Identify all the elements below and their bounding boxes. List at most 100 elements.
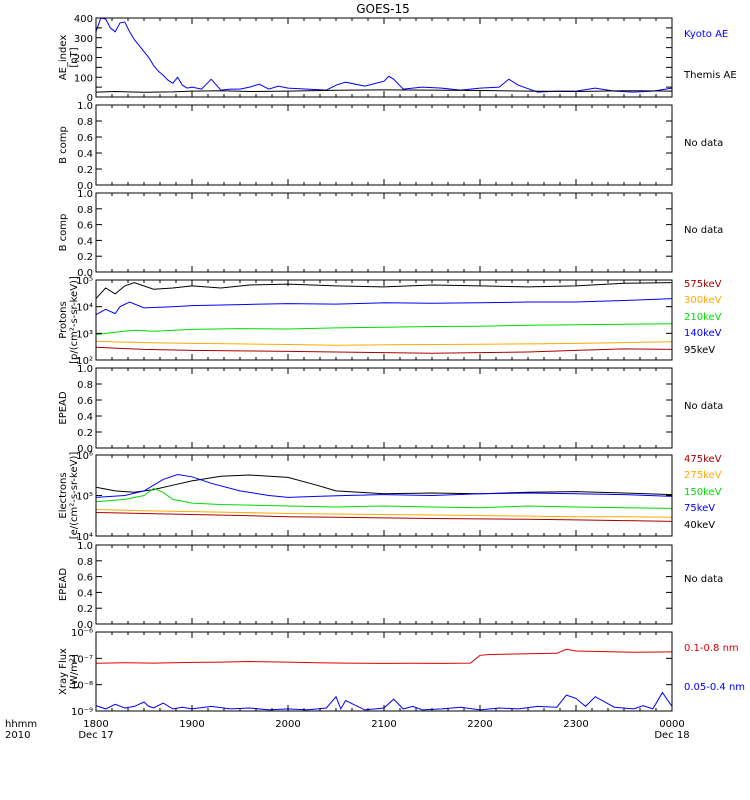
- side-label: 40keV: [684, 520, 715, 531]
- x-tick-label: 2200: [467, 719, 492, 730]
- series-line-protons-4: [95, 346, 673, 354]
- y-tick-label: 0: [87, 93, 93, 104]
- y-tick-label: 0.4: [77, 588, 93, 599]
- x-tick-label: 0000: [659, 719, 684, 730]
- side-label: 95keV: [684, 345, 715, 356]
- y-tick-label: 0.8: [77, 117, 93, 128]
- side-label: 75keV: [684, 503, 715, 514]
- y-tick-label: 0.0: [77, 620, 93, 631]
- y-tick-label: 0.6: [77, 221, 93, 232]
- side-label: No data: [684, 225, 723, 236]
- y-axis-label: Protons: [58, 301, 69, 338]
- y-tick-label: 0.6: [77, 133, 93, 144]
- series-line-protons-3: [95, 340, 673, 346]
- x-tick-label: 2100: [371, 719, 396, 730]
- series-line-electrons-2: [95, 487, 673, 509]
- hhmm-label: hhmm: [5, 719, 37, 730]
- y-tick-label: 0.6: [77, 573, 93, 584]
- panel-frame: [95, 367, 673, 449]
- side-label: No data: [684, 574, 723, 585]
- series-line-protons-1: [95, 298, 673, 316]
- panel-protons: 10² 10³ 10⁴ 10⁵ Protons [p/(cm²-s-sr-keV)] 575…: [58, 276, 722, 367]
- y-tick-label: 0.4: [77, 412, 93, 423]
- x-tick-label: 2000: [275, 719, 300, 730]
- y-axis-label: AE_index: [58, 35, 69, 81]
- y-tick-label: 10²: [76, 356, 93, 367]
- y-tick-label: 200: [74, 54, 93, 65]
- y-tick-label: 10⁻⁸: [71, 681, 93, 692]
- y-tick-label: 0.2: [77, 165, 93, 176]
- side-label: No data: [684, 401, 723, 412]
- y-tick-label: 300: [74, 34, 93, 45]
- panel-frame: [95, 631, 673, 712]
- series-line-xray-1: [95, 691, 673, 711]
- x-tick-label: 1800: [83, 719, 108, 730]
- y-tick-label: 10⁵: [76, 492, 93, 503]
- panel-frame: [95, 454, 673, 537]
- side-label: No data: [684, 138, 723, 149]
- y-axis-label: [e/(cm²-s-sr-keV)]: [69, 452, 80, 540]
- y-axis-label: EPEAD: [58, 391, 69, 425]
- y-tick-label: 400: [74, 14, 93, 25]
- year-label: 2010: [5, 730, 30, 741]
- panel-frame: [95, 104, 673, 186]
- side-label: 210keV: [684, 312, 722, 323]
- figure-title: GOES-15: [356, 2, 410, 16]
- y-axis-label: [W/m²]: [69, 654, 80, 689]
- series-line-electrons-1: [95, 473, 673, 498]
- side-label: 300keV: [684, 295, 722, 306]
- series-line-protons-2: [95, 323, 673, 336]
- y-tick-label: 1.0: [77, 101, 93, 112]
- side-label: Themis AE: [683, 70, 737, 81]
- y-tick-label: 0.4: [77, 149, 93, 160]
- y-tick-label: 0.0: [77, 444, 93, 455]
- side-label: 275keV: [684, 470, 722, 481]
- y-tick-label: 10⁵: [76, 276, 93, 287]
- panel-bcomp2: 0.0 0.2 0.4 0.6 0.8 1.0 B comp No data: [58, 189, 723, 279]
- panel-electrons: 10⁴ 10⁵ 10⁶ Electrons [e/(cm²-s-sr-keV)] 475k…: [58, 451, 722, 543]
- y-axis-label: Xray Flux: [58, 648, 69, 695]
- panel-bcomp1: 0.0 0.2 0.4 0.6 0.8 1.0 B comp No data: [58, 101, 723, 192]
- side-label: Kyoto AE: [684, 29, 728, 40]
- side-label: 475keV: [684, 454, 722, 465]
- y-tick-label: 0.8: [77, 380, 93, 391]
- y-tick-label: 10⁻⁹: [71, 707, 93, 718]
- y-axis-label: B comp: [58, 126, 69, 164]
- y-tick-label: 10⁴: [76, 303, 93, 314]
- y-tick-label: 10⁻⁷: [71, 654, 93, 665]
- y-tick-label: 0.2: [77, 428, 93, 439]
- panel-epead2: 0.0 0.2 0.4 0.6 0.8 1.0 EPEAD No data: [58, 541, 723, 631]
- y-tick-label: 100: [74, 73, 93, 84]
- y-axis-label: EPEAD: [58, 568, 69, 602]
- y-tick-label: 10⁻⁶: [71, 628, 93, 639]
- y-axis-label: [nT]: [69, 47, 80, 67]
- y-tick-label: 0.0: [77, 181, 93, 192]
- series-line-ae-1: [95, 89, 673, 93]
- y-tick-label: 1.0: [77, 189, 93, 200]
- y-tick-label: 0.4: [77, 236, 93, 247]
- y-tick-label: 1.0: [77, 541, 93, 552]
- side-label: 150keV: [684, 487, 722, 498]
- panel-frame: [95, 279, 673, 361]
- y-tick-label: 10⁶: [76, 451, 93, 462]
- y-tick-label: 0.8: [77, 557, 93, 568]
- y-axis-label: Electrons: [58, 472, 69, 518]
- y-tick-label: 0.0: [77, 268, 93, 279]
- y-tick-label: 0.8: [77, 205, 93, 216]
- y-tick-label: 10⁴: [76, 532, 93, 543]
- panel-frame: [95, 192, 673, 273]
- y-tick-label: 0.6: [77, 396, 93, 407]
- side-label: 0.1-0.8 nm: [684, 643, 739, 654]
- side-label: 140keV: [684, 328, 722, 339]
- series-line-xray-0: [95, 648, 673, 664]
- series-line-electrons-4: [95, 512, 673, 522]
- x-date-label: Dec 17: [78, 730, 113, 741]
- side-label: 0.05-0.4 nm: [684, 682, 745, 693]
- x-tick-label: 1900: [179, 719, 204, 730]
- y-tick-label: 1.0: [77, 364, 93, 375]
- series-line-ae-0: [95, 17, 673, 93]
- x-date-label: Dec 18: [654, 730, 689, 741]
